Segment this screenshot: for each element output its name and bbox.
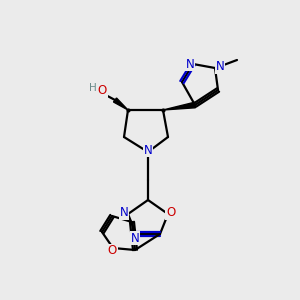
Text: H: H (89, 83, 97, 93)
Text: O: O (107, 244, 117, 257)
Text: O: O (98, 85, 106, 98)
Text: N: N (216, 61, 224, 74)
Text: N: N (144, 143, 152, 157)
Text: N: N (120, 206, 128, 220)
Text: N: N (130, 232, 140, 244)
Polygon shape (163, 102, 195, 110)
Text: N: N (186, 58, 194, 70)
Polygon shape (113, 98, 128, 110)
Text: O: O (167, 206, 176, 220)
